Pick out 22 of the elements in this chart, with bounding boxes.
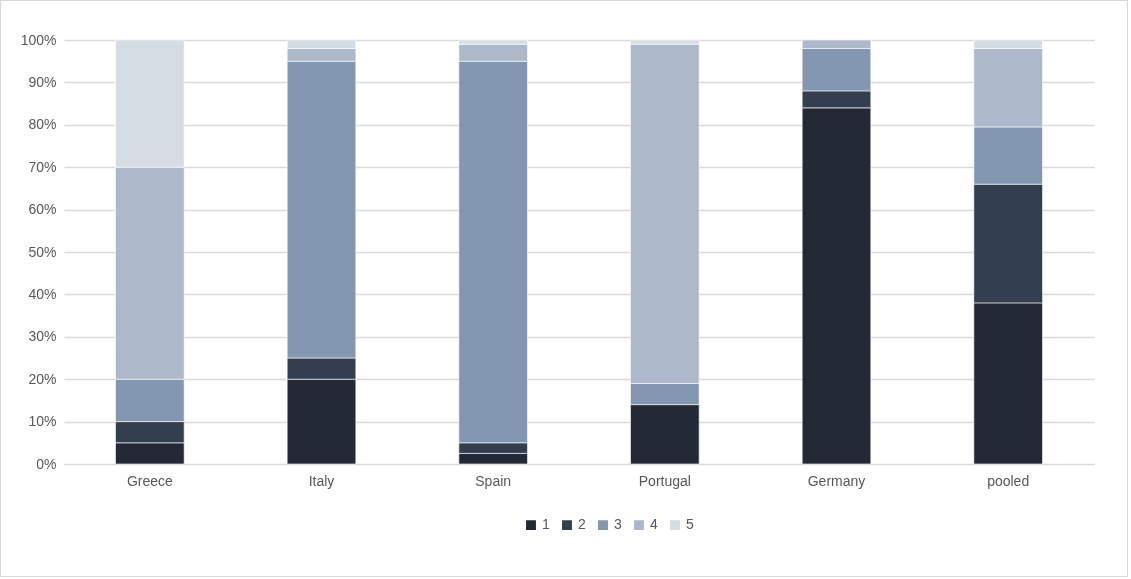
y-tick-label: 10% xyxy=(28,413,57,430)
y-tick-label: 0% xyxy=(36,455,57,472)
y-tick-label: 40% xyxy=(28,285,57,302)
y-tick-label: 60% xyxy=(28,201,57,218)
x-tick-label: Greece xyxy=(126,472,173,489)
legend-label: 3 xyxy=(614,516,622,533)
y-tick-label: 90% xyxy=(28,73,57,90)
legend-label: 1 xyxy=(542,516,550,533)
y-tick-label: 80% xyxy=(28,116,57,133)
x-tick-label: Spain xyxy=(475,472,512,489)
y-tick-label: 30% xyxy=(28,328,57,345)
x-tick-label: pooled xyxy=(987,472,1030,489)
y-tick-label: 100% xyxy=(20,31,57,48)
legend-label: 5 xyxy=(686,516,694,533)
legend-label: 4 xyxy=(650,516,658,533)
y-tick-label: 50% xyxy=(28,243,57,260)
y-tick-label: 20% xyxy=(28,370,57,387)
legend-label: 2 xyxy=(578,516,586,533)
x-tick-label: Italy xyxy=(308,472,335,489)
x-tick-label: Germany xyxy=(807,472,866,489)
y-tick-label: 70% xyxy=(28,158,57,175)
x-tick-label: Portugal xyxy=(638,472,691,489)
